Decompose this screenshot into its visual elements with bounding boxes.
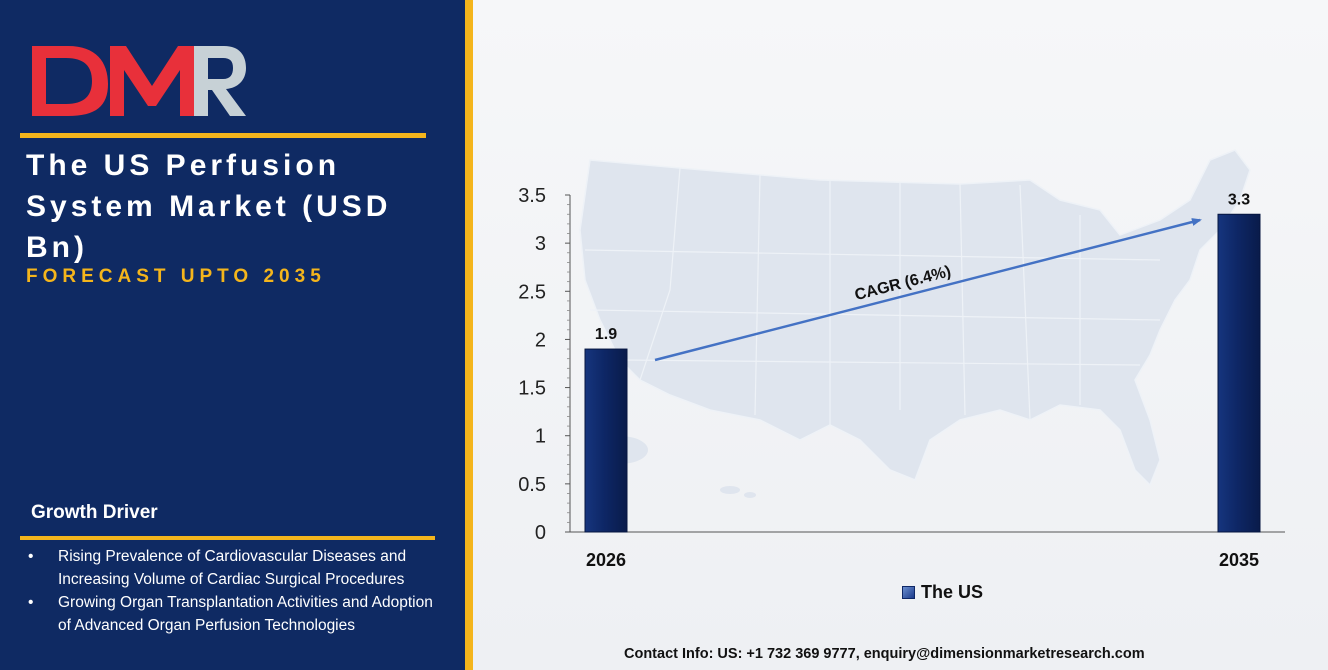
bar <box>1217 213 1261 533</box>
bar <box>584 348 628 533</box>
accent-stripe <box>465 0 473 670</box>
bars <box>584 213 1261 533</box>
data-label: 3.3 <box>1228 191 1250 208</box>
x-tick-label: 2035 <box>1219 550 1259 570</box>
y-tick-label: 3 <box>535 233 546 255</box>
us-map-background <box>579 149 1251 498</box>
y-tick-label: 0 <box>535 522 546 544</box>
page-subtitle: FORECAST UPTO 2035 <box>26 266 326 287</box>
y-tick-label: 1 <box>535 426 546 448</box>
list-item: • Growing Organ Transplantation Activitie… <box>28 591 448 637</box>
legend-label: The US <box>921 582 984 602</box>
y-axis: 0 0.5 1 1.5 2 2.5 3 3.5 <box>518 185 1285 544</box>
labels: 1.9 2026 3.3 2035 <box>586 191 1259 570</box>
y-tick-label: 0.5 <box>518 474 546 496</box>
growth-driver-heading: Growth Driver <box>31 502 158 523</box>
growth-driver-list: • Rising Prevalence of Cardiovascular Dis… <box>28 545 448 637</box>
driver-text: Growing Organ Transplantation Activities… <box>58 594 433 634</box>
legend: The US <box>902 582 983 603</box>
bullet-icon: • <box>28 548 34 565</box>
y-tick-label: 3.5 <box>518 185 546 207</box>
legend-swatch <box>902 586 915 599</box>
cagr-label: CAGR (6.4%) <box>853 263 953 304</box>
list-item: • Rising Prevalence of Cardiovascular Dis… <box>28 545 448 591</box>
driver-text: Rising Prevalence of Cardiovascular Dise… <box>58 548 407 588</box>
bar-chart: 0 0.5 1 1.5 2 2.5 3 3.5 CAGR (6.4%) 1.9 2026 3.3 2… <box>518 185 1285 570</box>
y-tick-label: 2.5 <box>518 281 546 303</box>
page-title: The US Perfusion System Market (USD Bn) <box>26 149 392 264</box>
y-tick-label: 2 <box>535 329 546 351</box>
cagr-arrow-line <box>654 218 1202 362</box>
dmr-logo <box>32 46 246 116</box>
y-tick-label: 1.5 <box>518 378 546 400</box>
data-label: 1.9 <box>595 326 617 343</box>
growth-driver-divider <box>20 536 435 540</box>
x-tick-label: 2026 <box>586 550 626 570</box>
bullet-icon: • <box>28 594 34 611</box>
title-divider <box>20 133 426 138</box>
contact-info: Contact Info: US: +1 732 369 9777, enqui… <box>624 646 1145 662</box>
cagr-arrow: CAGR (6.4%) <box>654 218 1202 362</box>
